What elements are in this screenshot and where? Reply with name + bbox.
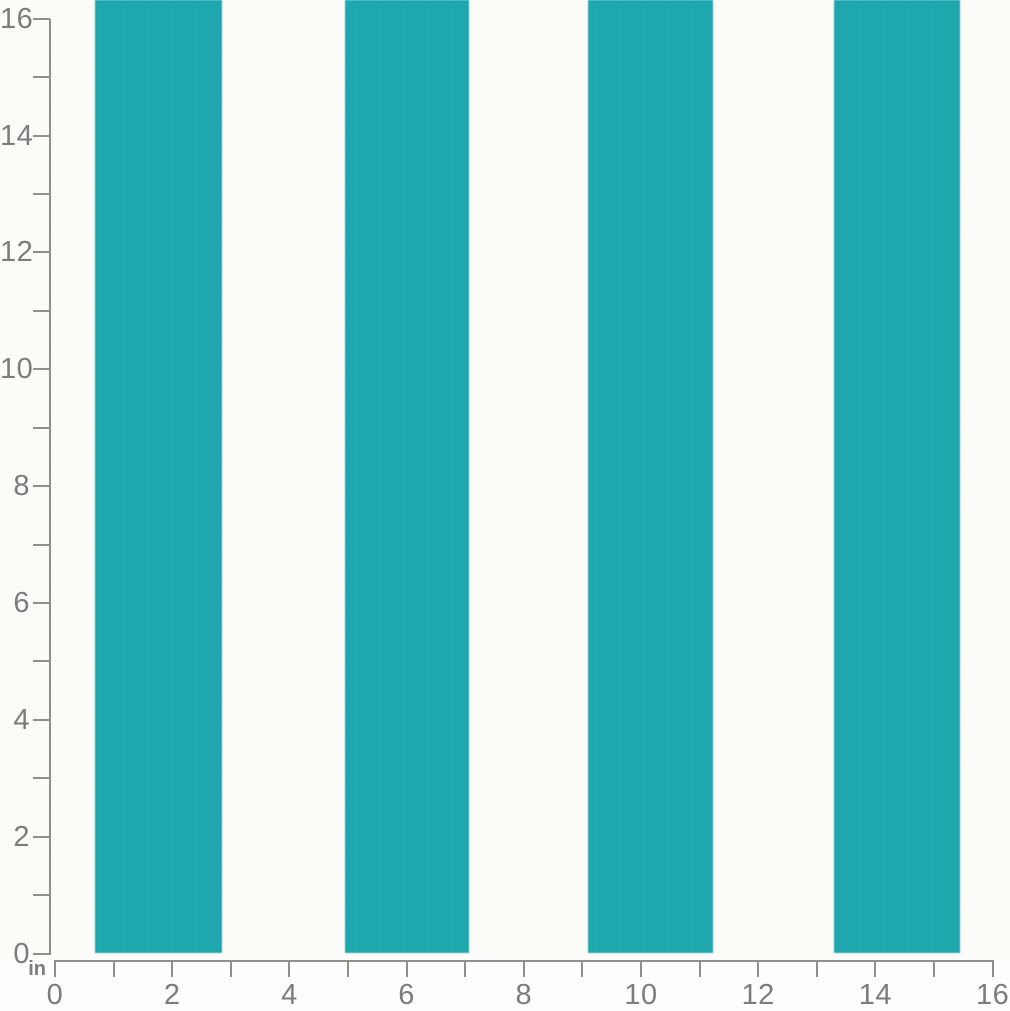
horizontal-tick-mark bbox=[288, 960, 291, 977]
horizontal-tick-label: 2 bbox=[163, 979, 181, 1011]
horizontal-tick-label: 4 bbox=[281, 979, 298, 1011]
fabric-area bbox=[0, 0, 1010, 953]
vertical-tick-mark bbox=[33, 894, 50, 897]
horizontal-tick-mark bbox=[464, 960, 467, 977]
vertical-tick-mark bbox=[33, 660, 50, 663]
horizontal-tick-mark bbox=[815, 960, 818, 977]
teal-stripe bbox=[345, 0, 470, 953]
vertical-tick-mark bbox=[33, 76, 50, 79]
teal-stripe bbox=[833, 0, 960, 953]
horizontal-tick-mark bbox=[54, 960, 56, 977]
vertical-tick-label: 12 bbox=[0, 236, 34, 269]
horizontal-tick-label: 10 bbox=[624, 979, 658, 1011]
vertical-tick-mark bbox=[33, 134, 50, 137]
horizontal-tick-label: 6 bbox=[398, 979, 415, 1011]
horizontal-tick-mark bbox=[347, 960, 349, 977]
horizontal-tick-label: 8 bbox=[515, 979, 533, 1011]
vertical-tick-mark bbox=[33, 485, 50, 488]
vertical-tick-label: 2 bbox=[13, 820, 30, 853]
horizontal-tick-mark bbox=[581, 960, 584, 977]
horizontal-tick-mark bbox=[112, 960, 115, 977]
vertical-tick-mark bbox=[33, 952, 50, 955]
horizontal-tick-mark bbox=[229, 960, 232, 977]
horizontal-tick-mark bbox=[522, 960, 525, 977]
vertical-tick-mark bbox=[33, 309, 50, 312]
horizontal-tick-mark bbox=[757, 960, 760, 977]
horizontal-tick-mark bbox=[640, 960, 642, 977]
unit-label: in bbox=[28, 958, 46, 980]
horizontal-tick-label: 16 bbox=[975, 979, 1010, 1011]
vertical-tick-label: 4 bbox=[13, 703, 30, 736]
vertical-tick-label: 14 bbox=[0, 119, 34, 152]
horizontal-tick-label: 12 bbox=[741, 979, 775, 1011]
vertical-tick-mark bbox=[33, 193, 50, 196]
teal-stripe bbox=[94, 0, 222, 953]
vertical-tick-mark bbox=[33, 426, 50, 429]
teal-stripe bbox=[588, 0, 714, 953]
vertical-tick-label: 6 bbox=[13, 586, 30, 619]
vertical-tick-mark bbox=[33, 251, 50, 254]
vertical-tick-mark bbox=[33, 17, 50, 20]
vertical-tick-label: 0 bbox=[13, 937, 30, 970]
horizontal-tick-label: 14 bbox=[858, 979, 893, 1011]
vertical-tick-mark bbox=[33, 368, 50, 371]
horizontal-tick-label: 0 bbox=[46, 979, 64, 1011]
vertical-tick-label: 10 bbox=[0, 353, 34, 386]
vertical-tick-mark bbox=[33, 835, 50, 838]
horizontal-tick-mark bbox=[698, 960, 701, 977]
horizontal-tick-mark bbox=[171, 960, 174, 977]
horizontal-tick-mark bbox=[933, 960, 935, 977]
horizontal-tick-mark bbox=[991, 960, 994, 977]
horizontal-tick-mark bbox=[874, 960, 877, 977]
vertical-tick-mark bbox=[33, 543, 50, 546]
horizontal-tick-mark bbox=[405, 960, 408, 977]
vertical-tick-mark bbox=[33, 777, 50, 780]
vertical-tick-label: 16 bbox=[0, 2, 34, 35]
vertical-tick-mark bbox=[33, 601, 50, 604]
vertical-tick-mark bbox=[33, 718, 50, 721]
vertical-tick-label: 8 bbox=[13, 470, 30, 503]
